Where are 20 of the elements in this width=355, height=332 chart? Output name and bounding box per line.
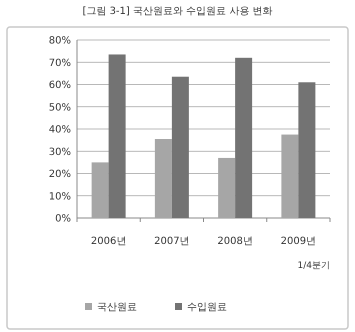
y-tick-label: 80%: [48, 36, 71, 46]
bar: [108, 54, 126, 218]
y-tick-label: 20%: [48, 169, 71, 180]
y-tick-label: 10%: [48, 191, 71, 202]
bar: [235, 58, 252, 218]
x-tick-label: 2007년: [154, 236, 190, 247]
chart-title: [그림 3-1] 국산원료와 수입원료 사용 변화: [82, 6, 273, 17]
y-tick-label: 70%: [48, 58, 71, 69]
y-tick-label: 60%: [48, 80, 71, 91]
x-tick-label: 2008년: [217, 236, 253, 247]
x-tick-label: 2006년: [90, 236, 126, 247]
category-label: 2009년 1/4분기: [280, 236, 330, 271]
bar: [172, 76, 189, 218]
y-tick-label: 30%: [48, 146, 71, 158]
y-tick-label: 50%: [48, 102, 71, 114]
legend-label: 수입원료: [187, 302, 227, 313]
y-tick-label: 0%: [55, 214, 71, 224]
bar: [298, 82, 316, 218]
y-tick-label: 40%: [48, 124, 71, 136]
legend-label: 국산원료: [97, 302, 137, 313]
